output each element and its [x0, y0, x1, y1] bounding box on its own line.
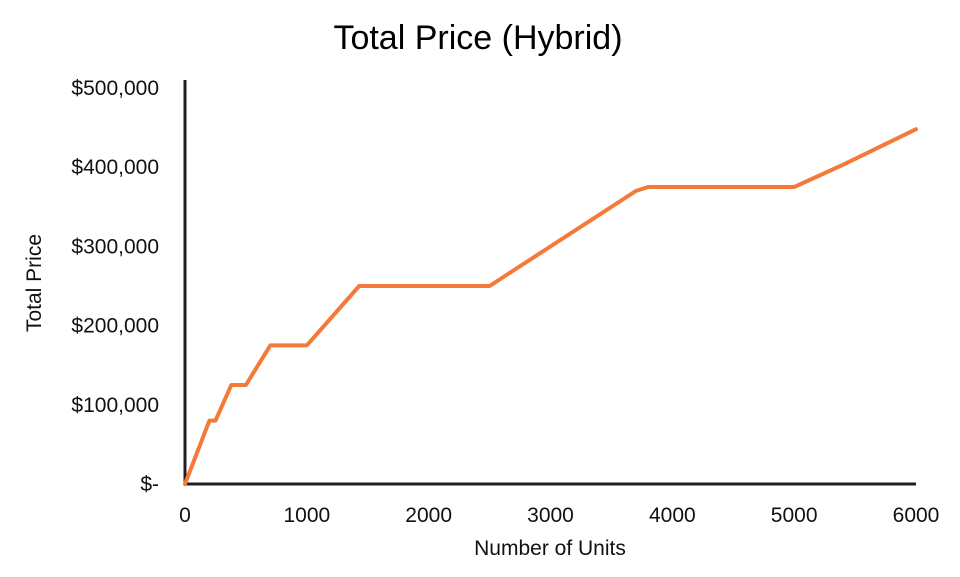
x-tick-label: 2000: [405, 504, 452, 527]
x-tick-labels: 0 1000 2000 3000 4000 5000 6000: [179, 504, 939, 527]
x-tick-label: 5000: [771, 504, 818, 527]
y-tick-label: $500,000: [71, 77, 159, 100]
x-tick-label: 1000: [283, 504, 330, 527]
x-tick-label: 3000: [527, 504, 574, 527]
x-tick-label: 6000: [893, 504, 940, 527]
y-tick-label: $-: [140, 473, 159, 496]
series-line: [183, 127, 918, 486]
series-group: [183, 127, 918, 486]
x-tick-label: 0: [179, 504, 191, 527]
x-axis-label: Number of Units: [474, 537, 626, 560]
y-tick-label: $100,000: [71, 394, 159, 417]
chart-title: Total Price (Hybrid): [333, 19, 622, 57]
y-tick-labels: $- $100,000 $200,000 $300,000 $400,000 $500,0…: [71, 77, 159, 496]
x-tick-label: 4000: [649, 504, 696, 527]
y-tick-label: $400,000: [71, 156, 159, 179]
y-axis-label: Total Price: [23, 234, 46, 332]
y-tick-label: $300,000: [71, 235, 159, 258]
y-tick-label: $200,000: [71, 315, 159, 338]
